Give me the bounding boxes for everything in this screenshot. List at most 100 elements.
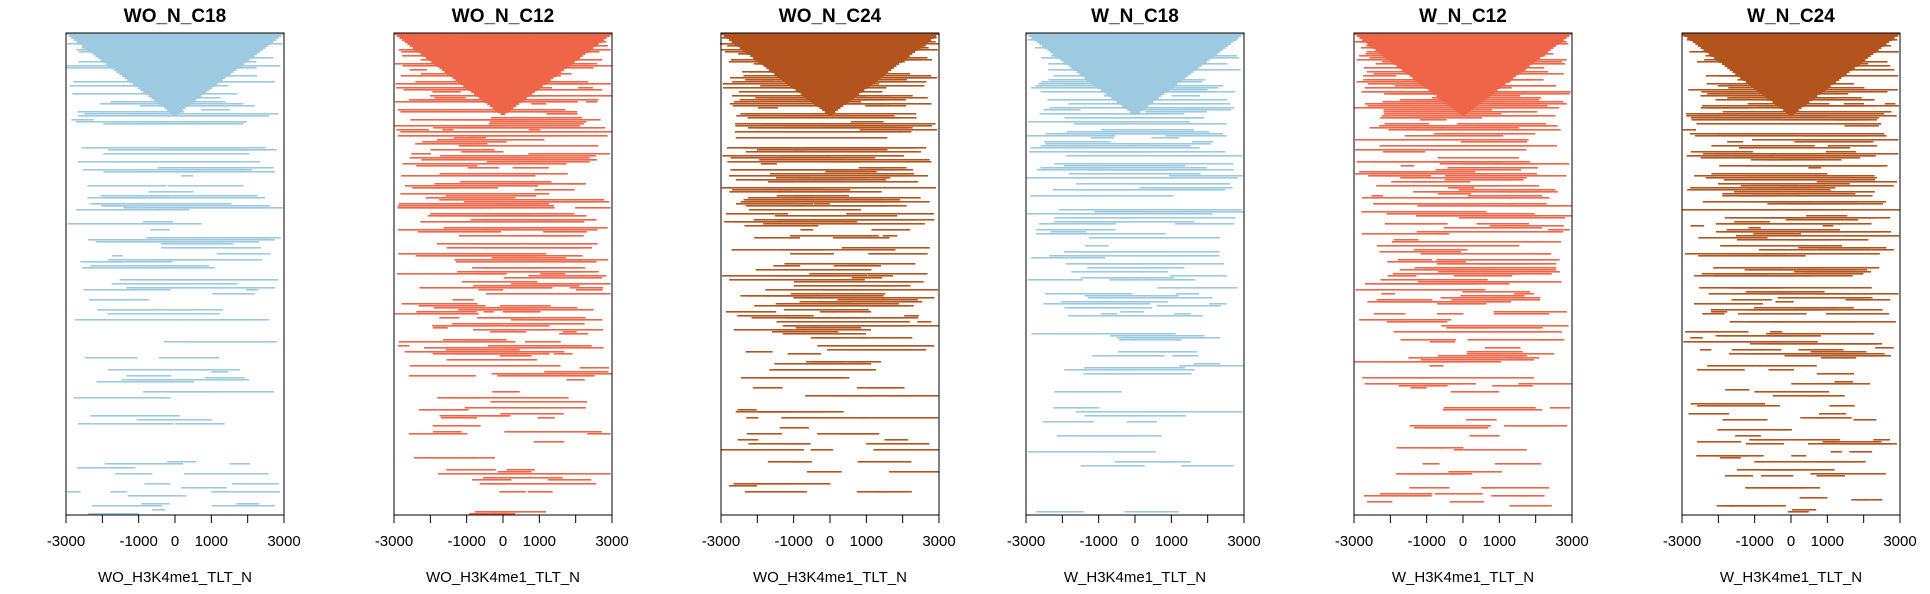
heatmap-row (1442, 409, 1543, 411)
heatmap-row (1368, 171, 1425, 173)
heatmap-row (260, 237, 281, 239)
heatmap-row (1092, 355, 1108, 357)
heatmap-row (1799, 497, 1828, 499)
heatmap-row (871, 229, 911, 231)
heatmap-row (781, 417, 866, 419)
heatmap-row (67, 43, 283, 45)
heatmap-row (525, 341, 561, 343)
heatmap-row (1507, 203, 1547, 205)
heatmap-row (843, 35, 855, 37)
heatmap-row (833, 161, 932, 163)
heatmap-row (1424, 267, 1557, 269)
heatmap-row (1376, 299, 1433, 301)
heatmap-row (544, 371, 609, 373)
heatmap-row (1745, 443, 1785, 445)
heatmap-row (1509, 505, 1552, 507)
heatmap-row (1064, 165, 1186, 167)
heatmap-row (1428, 89, 1498, 91)
heatmap-row (1084, 77, 1186, 79)
heatmap-row (1451, 299, 1541, 301)
heatmap-row (433, 33, 604, 35)
heatmap-row (725, 311, 777, 313)
heatmap-row (748, 443, 808, 445)
heatmap-row (143, 221, 173, 223)
heatmap-row (124, 65, 280, 67)
heatmap-row (1787, 511, 1809, 513)
heatmap-panel: WO_N_C18 WO_H3K4me1_TLT_N -3000 -1000 0 100… (47, 6, 301, 586)
heatmap-row (822, 109, 838, 111)
heatmap-row (1713, 117, 1880, 119)
heatmap-row (1404, 135, 1504, 137)
heatmap-row (1780, 107, 1802, 109)
heatmap-row (795, 327, 862, 329)
heatmap-row (1110, 133, 1194, 135)
heatmap-row (1383, 93, 1472, 95)
heatmap-row (419, 287, 553, 289)
heatmap-row (743, 201, 795, 203)
heatmap-row (547, 479, 592, 481)
heatmap-row (211, 505, 275, 507)
heatmap-row (1090, 137, 1115, 139)
heatmap-row (753, 63, 829, 65)
heatmap-row (724, 221, 782, 223)
heatmap-row (1727, 83, 1748, 85)
heatmap-row (1365, 53, 1554, 55)
x-tick-label: 0 (499, 533, 507, 550)
heatmap-row (1762, 253, 1880, 255)
heatmap-row (726, 213, 789, 215)
heatmap-row (800, 229, 814, 231)
heatmap-row (1751, 309, 1883, 311)
heatmap-row (1355, 289, 1460, 291)
heatmap-row (451, 323, 585, 325)
heatmap-row (768, 175, 810, 177)
heatmap-row (1797, 267, 1822, 269)
heatmap-row (1429, 341, 1456, 343)
heatmap-row (734, 131, 902, 133)
heatmap-row (423, 347, 547, 349)
heatmap-row (1804, 461, 1855, 463)
heatmap-row (126, 287, 255, 289)
x-axis-label: W_H3K4me1_TLT_N (1720, 569, 1862, 586)
heatmap-row (1727, 287, 1872, 289)
heatmap-row (745, 351, 773, 353)
heatmap-row (1053, 75, 1103, 77)
heatmap-row (1686, 115, 1721, 117)
heatmap-row (740, 41, 914, 43)
heatmap-row (732, 105, 830, 107)
heatmap-row (74, 319, 187, 321)
heatmap-row (1487, 85, 1510, 87)
heatmap-row (1039, 43, 1231, 45)
heatmap-row (472, 479, 512, 481)
heatmap-row (750, 45, 780, 47)
heatmap-row (152, 509, 166, 511)
heatmap-row (479, 97, 527, 99)
heatmap-row (446, 469, 496, 471)
heatmap-row (1715, 231, 1879, 233)
heatmap-row (450, 39, 532, 41)
heatmap-row (1097, 373, 1192, 375)
heatmap-row (67, 223, 202, 225)
heatmap-row (412, 187, 457, 189)
heatmap-row (1736, 63, 1769, 65)
heatmap-row (1355, 149, 1527, 151)
heatmap-row (769, 173, 865, 175)
heatmap-row (112, 255, 123, 257)
heatmap-row (812, 57, 928, 59)
heatmap-row (1209, 303, 1227, 305)
heatmap-row (1682, 129, 1697, 131)
heatmap-row (1717, 85, 1803, 87)
heatmap-row (1129, 71, 1189, 73)
x-axis-label: WO_H3K4me1_TLT_N (98, 569, 252, 586)
heatmap-row (1810, 473, 1886, 475)
heatmap-row (1753, 79, 1840, 81)
heatmap-row (1687, 37, 1895, 39)
heatmap-row (736, 115, 895, 117)
heatmap-row (749, 209, 861, 211)
heatmap-row (1064, 117, 1205, 119)
heatmap-row (1873, 439, 1890, 441)
heatmap-row (1747, 103, 1830, 105)
heatmap-row (487, 103, 519, 105)
heatmap-row (422, 141, 507, 143)
heatmap-row (83, 289, 171, 291)
heatmap-row (1035, 511, 1085, 513)
